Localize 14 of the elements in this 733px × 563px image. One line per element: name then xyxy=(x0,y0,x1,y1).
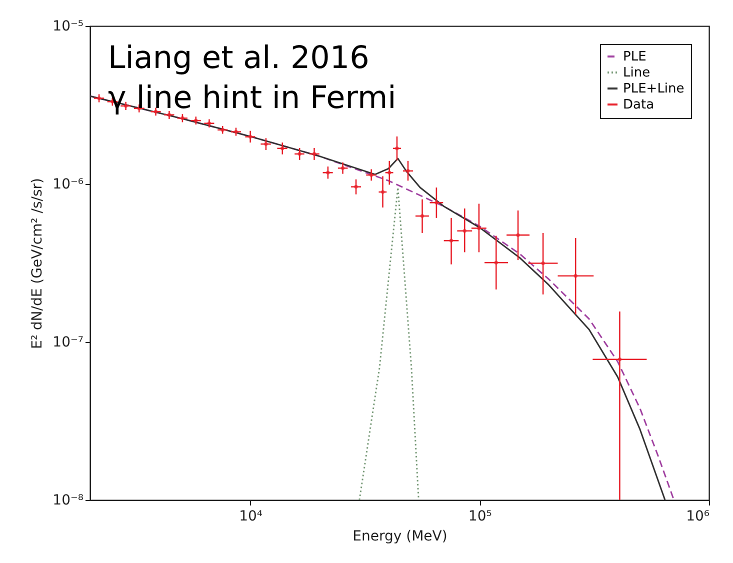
x-axis-title: Energy (MeV) xyxy=(352,528,448,544)
y-axis-title: E² dN/dE (GeV/cm² /s/sr) xyxy=(30,178,46,350)
y-tick-label: 10⁻⁸ xyxy=(52,492,84,508)
y-tick-label: 10⁻⁶ xyxy=(52,176,84,192)
x-tick-label: 10⁴ xyxy=(239,508,263,524)
x-tick-label: 10⁶ xyxy=(686,508,710,524)
legend-label: PLE+Line xyxy=(623,82,684,96)
legend-label: Line xyxy=(623,66,650,80)
annotation: Liang et al. 2016 xyxy=(108,40,370,76)
x-tick-label: 10⁵ xyxy=(468,508,492,524)
legend-label: Data xyxy=(623,98,654,112)
y-tick-label: 10⁻⁷ xyxy=(52,334,84,350)
y-tick-label: 10⁻⁵ xyxy=(52,18,84,34)
legend-label: PLE xyxy=(623,50,646,64)
